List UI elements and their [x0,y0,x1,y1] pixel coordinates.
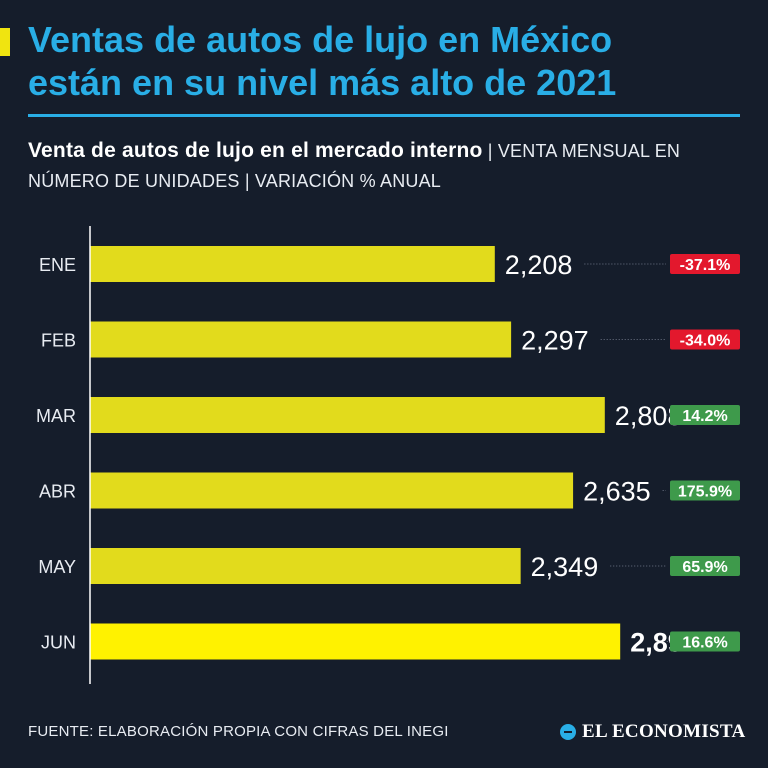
headline-rule [28,114,740,117]
change-label-feb: -34.0% [680,333,731,350]
change-badge-abr [670,480,740,501]
value-label-may: 2,349 [531,552,599,582]
bar-abr [90,472,574,509]
change-badge-may [670,556,740,576]
bar-may [90,548,521,584]
value-label-ene: 2,208 [505,250,573,280]
change-badge-ene [670,254,740,274]
logo-text: EL ECONOMISTA [582,721,746,742]
publisher-logo: EL ECONOMISTA [560,721,746,743]
category-label-may: MAY [38,557,76,577]
logo-icon [560,724,576,740]
change-badge-feb [670,329,740,350]
headline: Ventas de autos de lujo en México están e… [28,18,748,104]
change-badge-mar [670,405,740,425]
change-label-mar: 14.2% [682,408,727,425]
chart-units: | VENTA MENSUAL EN NÚMERO DE UNIDADES | … [28,141,681,191]
change-badge-jun [670,631,740,652]
chart-title: Venta de autos de lujo en el mercado int… [28,139,483,162]
category-label-abr: ABR [39,482,76,502]
bar-ene [90,246,495,282]
category-label-mar: MAR [36,406,76,426]
change-label-may: 65.9% [682,559,727,576]
value-label-abr: 2,635 [583,477,651,507]
change-label-ene: -37.1% [680,257,731,274]
category-label-jun: JUN [41,633,76,653]
bar-feb [90,321,512,358]
accent-bar [0,28,10,56]
value-label-feb: 2,297 [521,326,589,356]
change-label-abr: 175.9% [678,484,732,501]
headline-line-1: Ventas de autos de lujo en México [28,19,613,60]
bar-mar [90,397,605,433]
category-label-ene: ENE [39,255,76,275]
headline-line-2: están en su nivel más alto de 2021 [28,62,617,103]
category-label-feb: FEB [41,331,76,351]
chart-subtitle: Venta de autos de lujo en el mercado int… [28,136,748,196]
change-label-jun: 16.6% [682,635,727,652]
source-note: FUENTE: ELABORACIÓN PROPIA CON CIFRAS DE… [28,723,449,740]
bar-jun [90,623,621,660]
